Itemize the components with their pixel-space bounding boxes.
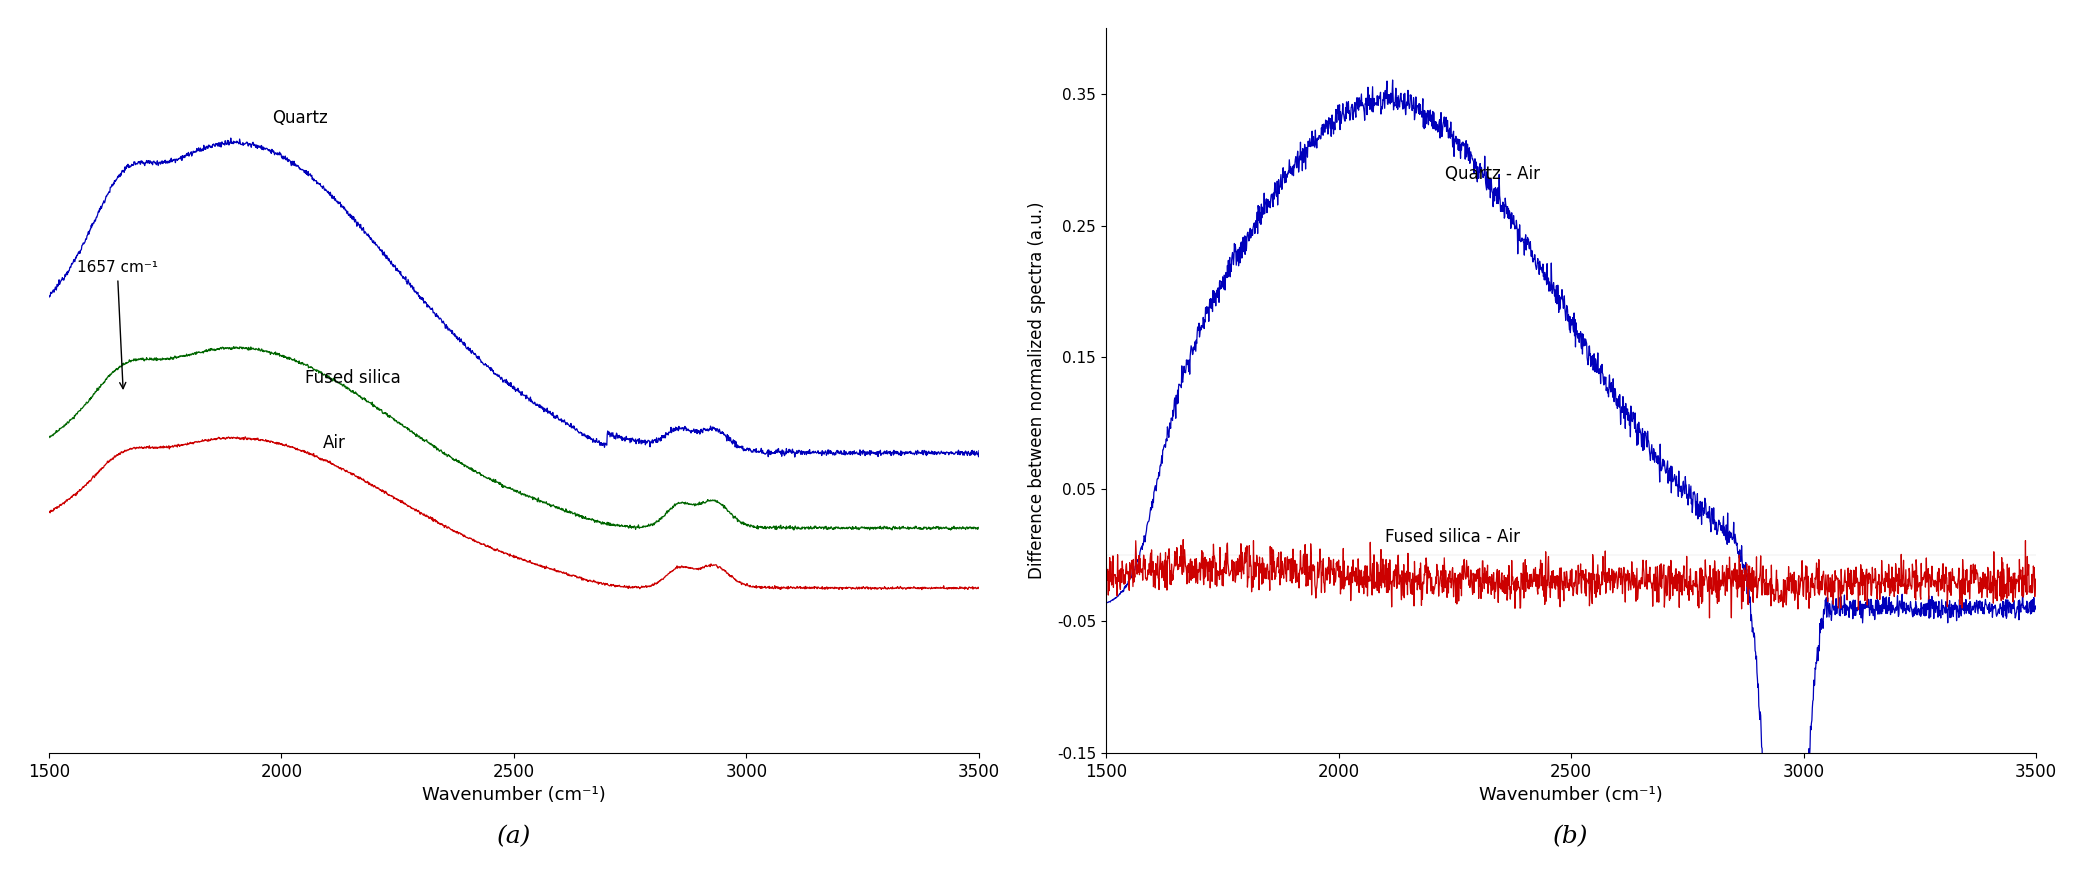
Text: Fused silica - Air: Fused silica - Air: [1384, 528, 1520, 546]
X-axis label: Wavenumber (cm⁻¹): Wavenumber (cm⁻¹): [1478, 787, 1664, 805]
Text: Quartz: Quartz: [271, 109, 327, 127]
Text: (b): (b): [1553, 826, 1589, 848]
Text: Quartz - Air: Quartz - Air: [1445, 165, 1541, 184]
Text: Air: Air: [323, 434, 346, 452]
Y-axis label: Difference between normalized spectra (a.u.): Difference between normalized spectra (a…: [1028, 202, 1047, 579]
Text: (a): (a): [496, 826, 532, 848]
X-axis label: Wavenumber (cm⁻¹): Wavenumber (cm⁻¹): [421, 787, 607, 805]
Text: Fused silica: Fused silica: [304, 369, 400, 387]
Text: 1657 cm⁻¹: 1657 cm⁻¹: [77, 260, 158, 388]
